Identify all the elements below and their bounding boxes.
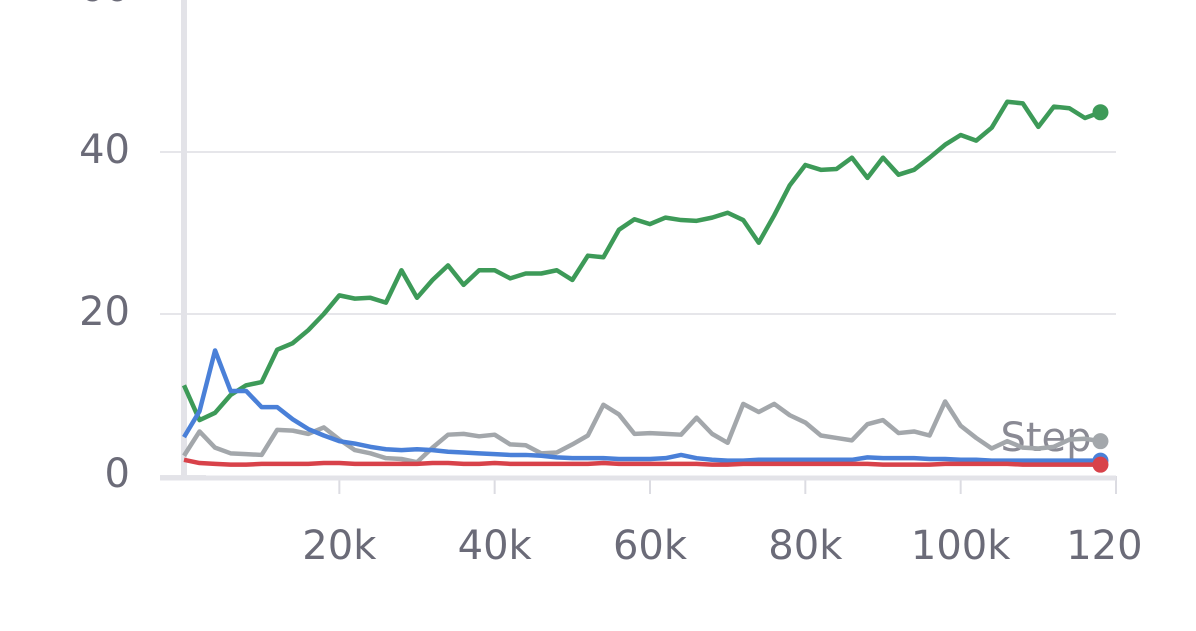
x-tick-label: 120k [1066, 523, 1166, 569]
series-line [182, 399, 1101, 465]
x-tick-label: 40k [458, 523, 533, 569]
x-tick-label: 60k [613, 523, 688, 569]
y-tick-label: 40 [79, 127, 130, 173]
x-tick-label: 20k [302, 523, 377, 569]
end-point [1092, 104, 1109, 121]
chart-area: 020406020k40k60k80k100k120kStep [79, 0, 1166, 569]
series-line [181, 99, 1102, 423]
end-point [1092, 456, 1109, 473]
y-tick-label: 60 [79, 0, 130, 11]
series-line [183, 457, 1101, 467]
x-tick-label: 80k [768, 523, 843, 569]
y-tick-label: 0 [105, 451, 130, 497]
x-tick-label: 100k [911, 523, 1011, 569]
series-line [182, 348, 1101, 463]
y-tick-label: 20 [79, 289, 130, 335]
end-point [1092, 433, 1109, 450]
